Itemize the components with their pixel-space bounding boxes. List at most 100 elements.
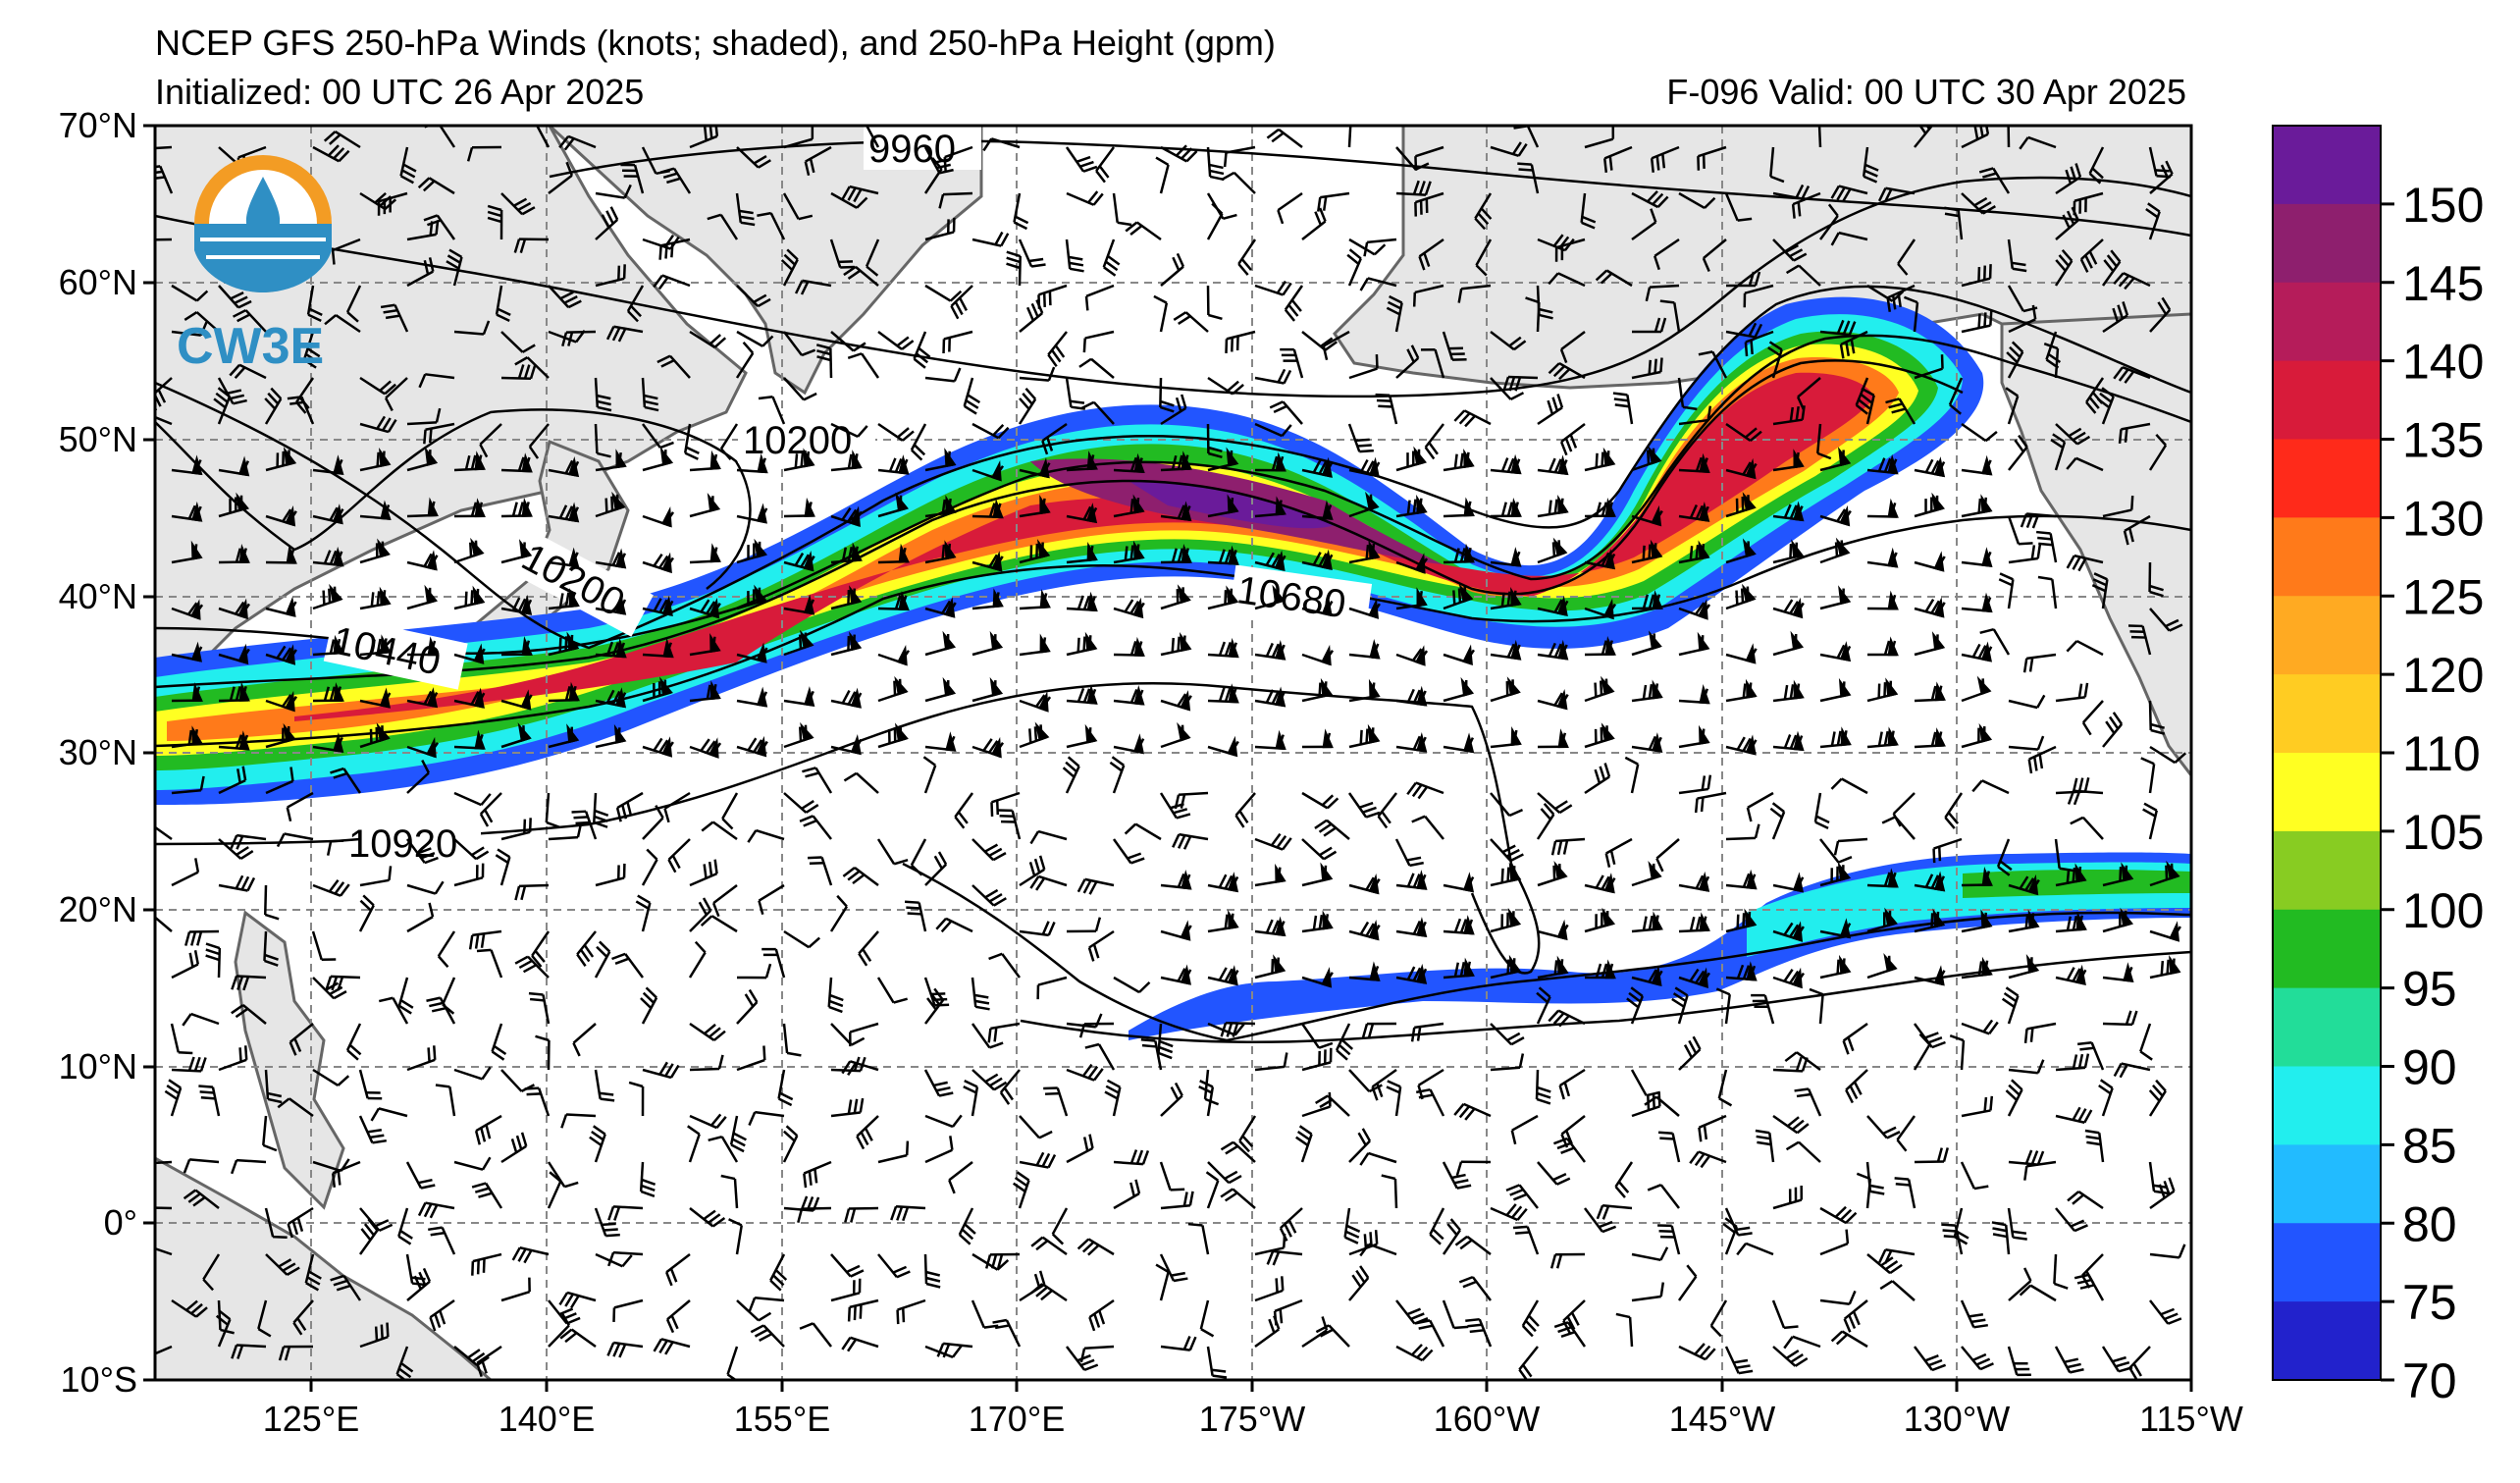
wind-barb: [1791, 191, 1821, 219]
wind-barb: [877, 675, 909, 703]
wind-barb: [1019, 299, 1044, 333]
wind-barb: [783, 497, 815, 518]
wind-barb: [548, 456, 580, 478]
wind-barb: [1155, 156, 1170, 194]
wind-barb: [471, 1182, 503, 1209]
wind-barb: [1359, 277, 1397, 291]
wind-barb: [406, 497, 439, 518]
wind-barb: [1457, 284, 1492, 303]
wind-barb: [606, 1341, 644, 1358]
wind-barb: [548, 588, 580, 610]
wind-barb: [1206, 202, 1224, 240]
wind-barb: [1866, 952, 1898, 980]
wind-barb: [263, 884, 280, 921]
colorbar-label: 80: [2402, 1196, 2457, 1251]
logo-drop-icon: [245, 177, 281, 237]
wind-barb: [423, 214, 456, 240]
wind-barb: [359, 722, 391, 749]
wind-barb: [1113, 733, 1145, 755]
wind-barb: [184, 311, 220, 333]
wind-barb: [2008, 304, 2037, 334]
wind-barb: [858, 930, 879, 967]
wind-barb: [1254, 368, 1292, 385]
wind-barb: [155, 145, 173, 151]
wind-barb: [1084, 1042, 1116, 1071]
wind-barb: [1113, 1149, 1150, 1166]
wind-barb: [1549, 1252, 1586, 1269]
wind-barb: [1066, 542, 1098, 564]
wind-barb: [2148, 561, 2164, 598]
wind-barb: [1914, 354, 1944, 380]
wind-barb: [1771, 1299, 1799, 1330]
wind-barb: [783, 721, 814, 749]
wind-barb: [304, 1253, 322, 1292]
wind-barb: [1584, 763, 1611, 795]
wind-barb: [1301, 677, 1334, 703]
wind-barb: [264, 387, 283, 425]
wind-barb: [1254, 550, 1286, 571]
wind-barb: [877, 1253, 911, 1279]
wind-barb: [856, 1115, 879, 1150]
wind-barb: [1535, 1069, 1551, 1105]
wind-barb: [377, 191, 408, 216]
wind-barb: [1698, 1114, 1727, 1142]
wind-barb: [1772, 1114, 1810, 1135]
wind-barb: [2027, 745, 2057, 774]
wind-barb: [1065, 238, 1084, 273]
lat-label: 20°N: [59, 889, 137, 929]
wind-barb: [807, 856, 833, 886]
lon-label: 175°W: [1199, 1399, 1305, 1439]
wind-barb: [406, 880, 445, 895]
wind-barb: [1505, 1184, 1539, 1209]
wind-barb: [1819, 537, 1851, 564]
wind-barb: [1736, 1242, 1774, 1256]
wind-barb: [1066, 190, 1104, 206]
lon-label: 125°E: [263, 1399, 359, 1439]
wind-barb: [736, 584, 767, 610]
lat-label: 70°N: [59, 105, 137, 145]
wind-barb: [799, 1322, 832, 1348]
wind-barb: [435, 1084, 456, 1117]
wind-barb: [232, 308, 267, 333]
wind-barb: [487, 204, 503, 240]
wind-barb: [1819, 1290, 1857, 1305]
wind-barb: [1066, 1063, 1104, 1082]
wind-barb: [468, 929, 502, 950]
wind-barb: [218, 874, 256, 892]
wind-barb: [265, 447, 297, 472]
wind-barb: [183, 1189, 220, 1209]
contour-label-9960: 9960: [868, 128, 956, 171]
wind-barb: [359, 448, 392, 472]
wind-barb: [830, 191, 868, 209]
colorbar-label: 110: [2402, 726, 2481, 781]
wind-barb: [628, 1081, 645, 1117]
wind-barb: [1254, 686, 1286, 708]
wind-barb: [1650, 145, 1680, 173]
wind-barb: [1839, 330, 1868, 359]
wind-barb: [1029, 829, 1068, 845]
wind-barb: [593, 792, 609, 828]
wind-barb: [1412, 284, 1444, 307]
wind-barb: [331, 238, 361, 265]
wind-barb: [370, 1107, 408, 1122]
wind-barb: [1314, 819, 1350, 840]
wind-barb: [783, 377, 817, 401]
wind-barb: [1220, 1022, 1256, 1037]
wind-barb: [1301, 207, 1327, 240]
wind-barb: [2055, 863, 2087, 887]
wind-barb: [453, 585, 486, 610]
wind-barb: [1443, 915, 1475, 935]
wind-barb: [595, 687, 627, 709]
wind-barb: [1678, 452, 1710, 474]
wind-barb: [164, 1079, 183, 1117]
wind-barb: [359, 500, 392, 520]
wind-barb: [2008, 735, 2045, 751]
wind-barb: [312, 682, 344, 703]
wind-barb: [1818, 203, 1839, 240]
wind-barb: [2006, 341, 2024, 379]
wind-barb: [736, 988, 759, 1025]
lat-label: 60°N: [59, 262, 137, 302]
wind-barb: [1490, 1203, 1528, 1222]
wind-barb: [1172, 832, 1209, 850]
colorbar-bin: [2273, 1223, 2381, 1302]
